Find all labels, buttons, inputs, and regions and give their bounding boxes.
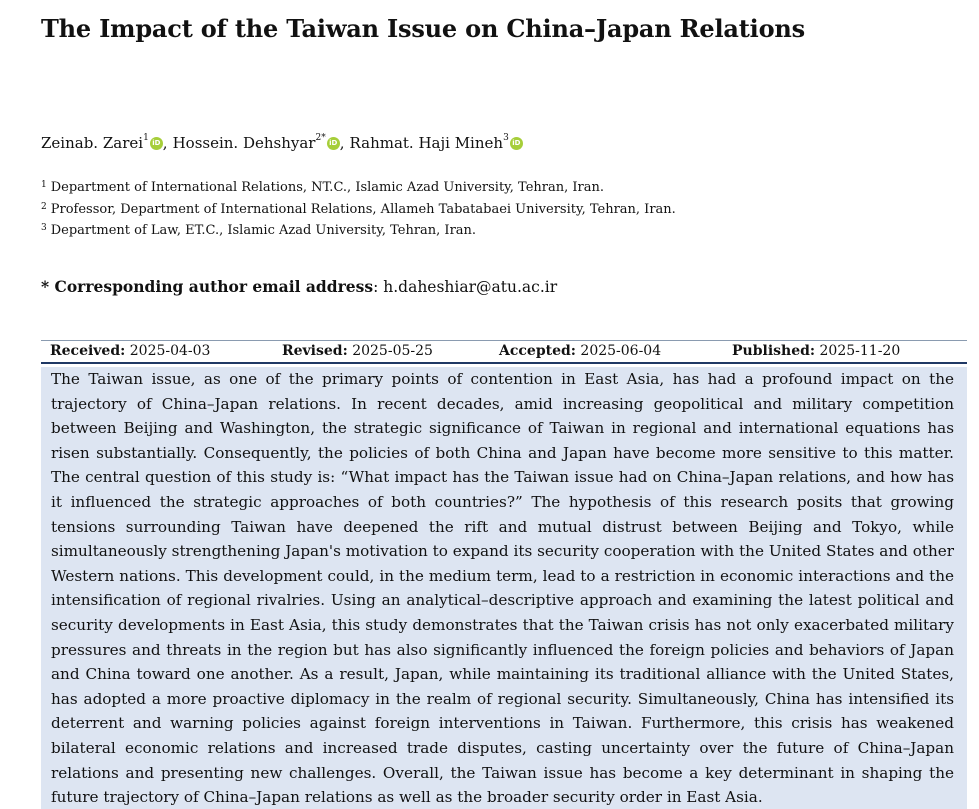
- received-date: Received: 2025-04-03: [50, 343, 210, 359]
- orcid-icon[interactable]: iD: [509, 136, 523, 150]
- corresponding-separator: :: [373, 278, 384, 296]
- revised-label: Revised:: [282, 343, 348, 359]
- author-1: Zeinab. Zarei 1 iD: [41, 133, 163, 152]
- accepted-date: Accepted: 2025-06-04: [499, 343, 661, 359]
- orcid-icon[interactable]: iD: [326, 136, 340, 150]
- author-superscript: 2*: [315, 133, 326, 143]
- author-separator: ,: [339, 134, 345, 152]
- received-value: 2025-04-03: [129, 343, 211, 359]
- author-3: Rahmat. Haji Mineh 3 iD: [349, 133, 523, 152]
- corresponding-email[interactable]: h.daheshiar@atu.ac.ir: [383, 278, 558, 296]
- affiliation-item: 3 Department of Law, ET.C., Islamic Azad …: [41, 221, 676, 243]
- accepted-value: 2025-06-04: [580, 343, 662, 359]
- dates-bar: Received: 2025-04-03 Revised: 2025-05-25…: [41, 340, 967, 364]
- affiliation-text: Department of International Relations, N…: [50, 180, 604, 195]
- author-superscript: 1: [143, 133, 149, 143]
- published-value: 2025-11-20: [819, 343, 901, 359]
- affiliation-text: Professor, Department of International R…: [50, 201, 676, 217]
- affiliation-number: 1: [41, 180, 47, 190]
- affiliation-item: 2 Professor, Department of International …: [41, 200, 676, 222]
- author-superscript: 3: [503, 133, 509, 143]
- affiliation-number: 2: [41, 201, 47, 212]
- author-name: Zeinab. Zarei: [41, 134, 144, 152]
- author-name: Rahmat. Haji Mineh: [349, 134, 504, 152]
- author-separator: ,: [162, 134, 168, 152]
- author-2: Hossein. Dehshyar 2* iD: [172, 133, 340, 152]
- affiliation-text: Department of Law, ET.C., Islamic Azad U…: [50, 223, 477, 238]
- accepted-label: Accepted:: [499, 343, 576, 359]
- paper-title: The Impact of the Taiwan Issue on China–…: [41, 14, 805, 43]
- received-label: Received:: [50, 343, 126, 359]
- affiliation-list: 1 Department of International Relations, …: [41, 178, 676, 243]
- revised-date: Revised: 2025-05-25: [282, 343, 433, 359]
- affiliation-number: 3: [41, 223, 47, 233]
- published-date: Published: 2025-11-20: [732, 343, 900, 359]
- revised-value: 2025-05-25: [352, 343, 433, 359]
- corresponding-author: * Corresponding author email address: h.…: [41, 277, 557, 296]
- corresponding-label: * Corresponding author email address: [41, 277, 374, 296]
- orcid-icon[interactable]: iD: [149, 136, 163, 150]
- published-label: Published:: [732, 343, 816, 359]
- affiliation-item: 1 Department of International Relations, …: [41, 178, 676, 200]
- abstract-text: The Taiwan issue, as one of the primary …: [41, 367, 967, 809]
- author-name: Hossein. Dehshyar: [172, 134, 316, 152]
- author-list: Zeinab. Zarei 1 iD , Hossein. Dehshyar 2* iD…: [41, 133, 523, 152]
